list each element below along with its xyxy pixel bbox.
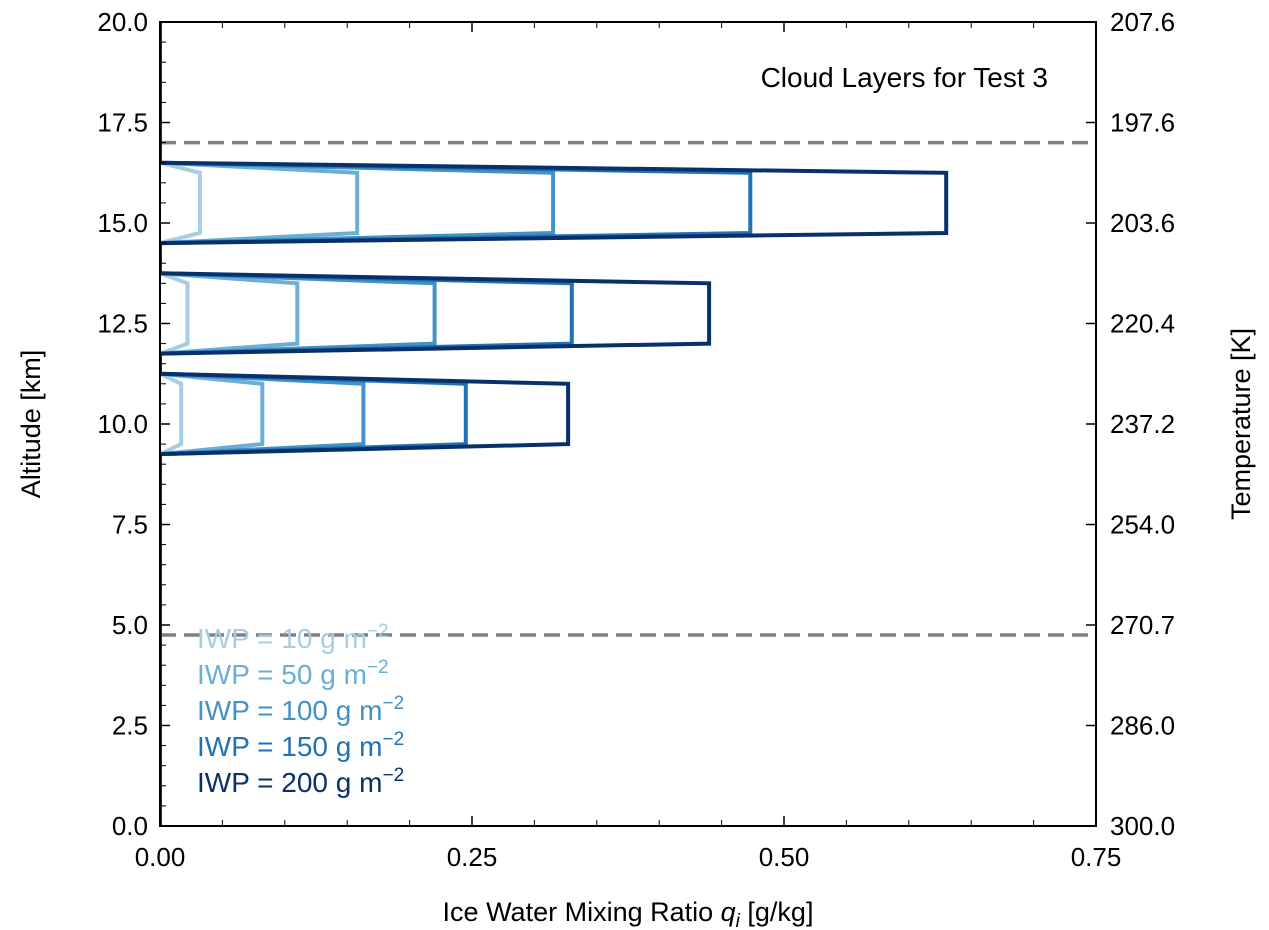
y-tick-label: 7.5 — [112, 510, 148, 540]
reference-lines — [160, 140, 1096, 637]
series-line-2 — [160, 22, 360, 826]
legend-entry-5: IWP = 200 g m−2 — [197, 765, 404, 798]
y-tick-label: 20.0 — [97, 7, 148, 37]
y2-tick-label: 237.2 — [1110, 409, 1175, 439]
y-tick-label: 2.5 — [112, 711, 148, 741]
series-line-1 — [160, 22, 202, 826]
y2-tick-label: 197.6 — [1110, 108, 1175, 138]
chart-annotation: Cloud Layers for Test 3 — [761, 62, 1048, 93]
series-line-5 — [160, 22, 949, 826]
series-line-4 — [160, 22, 753, 826]
y-tick-label: 15.0 — [97, 208, 148, 238]
y-tick-label: 5.0 — [112, 610, 148, 640]
x-tick-label: 0.00 — [135, 842, 186, 872]
y2-tick-label: 270.7 — [1110, 610, 1175, 640]
legend-entry-1: IWP = 10 g m−2 — [197, 621, 389, 654]
x-axis-title: Ice Water Mixing Ratio qi [g/kg] — [443, 897, 814, 930]
y2-tick-label: 254.0 — [1110, 510, 1175, 540]
y2-tick-label: 207.6 — [1110, 7, 1175, 37]
y-tick-label: 10.0 — [97, 409, 148, 439]
x-tick-label: 0.50 — [759, 842, 810, 872]
y-tick-label: 0.0 — [112, 811, 148, 841]
axis-ticks: 0.00 0.25 0.50 0.75 0.0 2.5 5.0 7.5 10.0 12.5 15.0… — [97, 7, 1175, 872]
y2-tick-label: 286.0 — [1110, 711, 1175, 741]
legend-entry-4: IWP = 150 g m−2 — [197, 729, 404, 762]
x-tick-label: 0.25 — [447, 842, 498, 872]
series-layer — [160, 22, 949, 826]
y-tick-label: 17.5 — [97, 108, 148, 138]
y-tick-label: 12.5 — [97, 309, 148, 339]
annotation-layer: Cloud Layers for Test 3 — [761, 62, 1048, 93]
x-tick-label: 0.75 — [1071, 842, 1122, 872]
y2-tick-label: 300.0 — [1110, 811, 1175, 841]
y2-tick-label: 220.4 — [1110, 309, 1175, 339]
legend-entry-2: IWP = 50 g m−2 — [197, 657, 389, 690]
legend-entry-3: IWP = 100 g m−2 — [197, 693, 404, 726]
y2-tick-label: 203.6 — [1110, 208, 1175, 238]
y-axis-title: Altitude [km] — [16, 350, 46, 499]
series-line-3 — [160, 22, 556, 826]
y2-axis-title: Temperature [K] — [1226, 328, 1256, 520]
axis-titles: Ice Water Mixing Ratio qi [g/kg] Altitude… — [16, 328, 1256, 930]
